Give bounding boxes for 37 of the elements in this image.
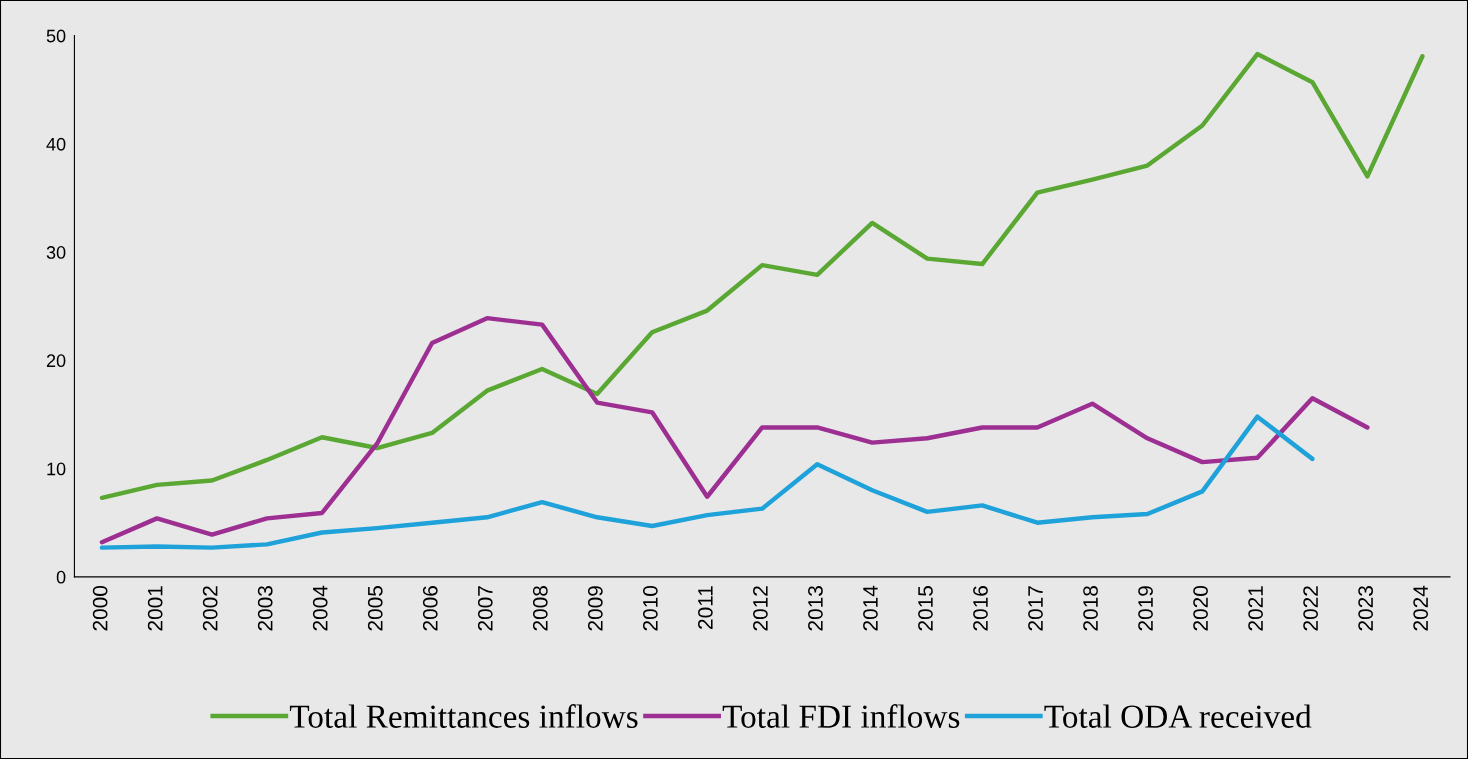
x-tick-label: 2007 (477, 586, 493, 631)
y-tick-label: 40 (46, 137, 66, 151)
x-tick-label: 2017 (1028, 586, 1043, 631)
x-tick-label: 2002 (202, 586, 218, 631)
x-tick-label: 2011 (698, 586, 713, 629)
x-tick-label: 2006 (422, 586, 438, 631)
legend-label: Total FDI inflows (722, 704, 960, 728)
x-tick-label: 2022 (1303, 586, 1318, 631)
x-tick-label: 2009 (587, 586, 603, 631)
x-tick-label: 2015 (918, 586, 933, 631)
y-tick-label: 30 (46, 246, 66, 259)
x-tick-label: 2004 (312, 585, 328, 631)
legend-label: Total Remittances inflows (289, 704, 638, 728)
x-tick-label: 2014 (863, 585, 878, 631)
x-tick-label: 2000 (92, 585, 108, 631)
x-tick-label: 2024 (1413, 585, 1429, 631)
x-tick-label: 2005 (367, 586, 383, 631)
x-tick-label: 2013 (808, 586, 823, 631)
y-tick-label: 20 (46, 354, 66, 368)
x-tick-label: 2010 (642, 585, 658, 631)
legend-label: Total ODA received (1044, 704, 1312, 728)
y-tick-label: 10 (47, 462, 66, 476)
line-series (99, 51, 1425, 501)
x-tick-label: 2021 (1248, 586, 1263, 631)
line-series (99, 315, 1370, 545)
x-tick-label: 2019 (1138, 586, 1153, 631)
line-series (99, 414, 1315, 550)
x-tick-label: 2008 (532, 586, 548, 631)
x-tick-label: 2003 (257, 586, 273, 631)
x-tick-label: 2016 (973, 586, 988, 631)
x-tick-label: 2001 (147, 586, 163, 631)
x-tick-label: 2018 (1083, 586, 1098, 631)
y-tick-label: 50 (46, 29, 66, 43)
y-tick-label: 0 (56, 570, 66, 584)
x-tick-label: 2023 (1358, 586, 1374, 631)
x-tick-label: 2020 (1193, 585, 1208, 631)
x-tick-label: 2012 (753, 586, 768, 631)
